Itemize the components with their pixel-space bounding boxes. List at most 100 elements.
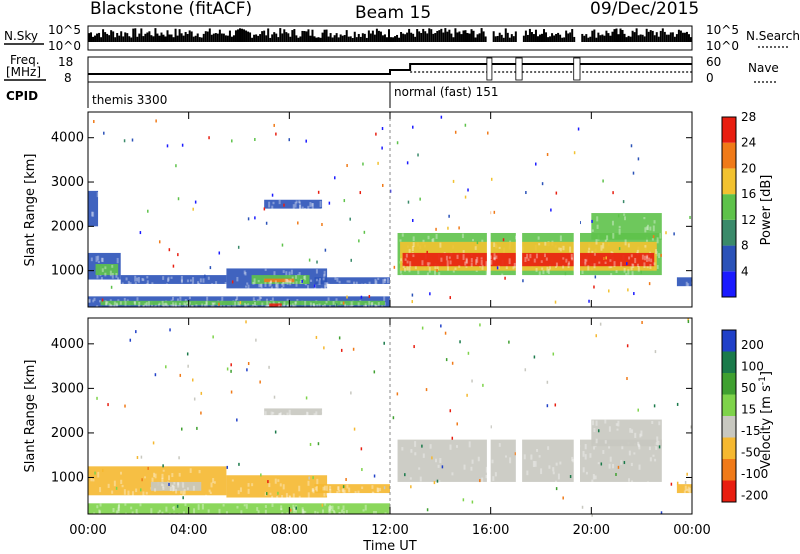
data-speckle — [179, 296, 182, 300]
data-speckle — [318, 303, 321, 310]
colorbar-tick-label: 200 — [741, 338, 764, 352]
nsky-bar — [218, 29, 221, 42]
colorbar-tick-label: 8 — [741, 239, 749, 253]
data-speckle — [112, 303, 115, 310]
data-speckle — [346, 484, 349, 489]
data-speckle — [650, 258, 653, 263]
scatter-echo — [502, 238, 505, 242]
scatter-echo — [343, 199, 346, 203]
data-speckle — [595, 438, 598, 444]
nsky-bar — [120, 31, 123, 42]
scatter-echo — [147, 209, 149, 213]
scatter-echo — [626, 344, 629, 348]
data-gap — [515, 415, 523, 487]
data-speckle — [609, 259, 612, 262]
nsky-bar — [247, 31, 250, 42]
scatter-echo — [346, 164, 348, 168]
scatter-echo — [425, 388, 428, 392]
data-speckle — [145, 302, 148, 307]
data-speckle — [504, 455, 507, 458]
nsky-bar — [267, 28, 270, 42]
data-speckle — [264, 505, 267, 508]
data-speckle — [178, 513, 181, 519]
scatter-echo — [176, 504, 179, 508]
data-speckle — [383, 296, 386, 302]
nsky-bar — [597, 32, 600, 42]
scatter-echo — [689, 215, 691, 219]
colorbar-tick-label: 24 — [741, 136, 756, 150]
data-speckle — [438, 272, 441, 277]
data-speckle — [312, 303, 315, 308]
data-speckle — [301, 512, 304, 518]
data-speckle — [581, 269, 584, 274]
data-speckle — [292, 204, 295, 210]
data-speckle — [292, 280, 295, 285]
data-speckle — [338, 489, 341, 493]
data-speckle — [280, 508, 283, 511]
data-speckle — [167, 306, 170, 313]
data-speckle — [313, 304, 316, 308]
nsky-bar — [182, 35, 185, 42]
scatter-echo — [316, 260, 318, 264]
nsky-bar — [228, 30, 231, 42]
nsky-bar — [236, 29, 239, 42]
data-speckle — [633, 452, 636, 455]
nsky-bar — [496, 35, 499, 42]
nsky-bar — [138, 33, 141, 42]
data-speckle — [286, 303, 289, 308]
data-speckle — [329, 303, 332, 308]
scatter-echo — [588, 299, 590, 303]
data-speckle — [109, 270, 112, 277]
scatter-echo — [581, 505, 584, 509]
nave-tick-bottom: 0 — [706, 71, 714, 85]
data-speckle — [630, 462, 633, 467]
nsky-bar — [627, 35, 630, 42]
data-speckle — [172, 485, 175, 491]
data-speckle — [388, 513, 391, 517]
data-speckle — [567, 263, 570, 269]
data-speckle — [92, 299, 95, 303]
data-speckle — [298, 485, 301, 492]
data-speckle — [292, 504, 295, 509]
data-speckle — [536, 449, 539, 452]
nsky-bar — [428, 28, 431, 42]
data-speckle — [328, 506, 331, 513]
y-tick-label: 2000 — [51, 426, 84, 441]
data-speckle — [548, 465, 551, 469]
scatter-echo — [419, 197, 421, 201]
data-band — [314, 484, 390, 494]
scatter-echo — [165, 365, 167, 369]
nsky-bar — [239, 28, 241, 42]
freq-unit-label: [MHz] — [6, 65, 41, 79]
data-speckle — [615, 423, 618, 426]
data-band — [397, 439, 662, 482]
data-speckle — [375, 304, 378, 311]
nsky-bar — [643, 36, 646, 42]
data-speckle — [334, 277, 337, 280]
colorbar-segment — [722, 168, 736, 195]
data-speckle — [584, 454, 587, 460]
data-speckle — [627, 243, 630, 248]
scatter-echo — [209, 266, 212, 270]
nsky-bar — [277, 37, 280, 42]
scatter-echo — [431, 456, 433, 460]
data-speckle — [333, 511, 336, 514]
data-speckle — [342, 513, 345, 519]
scatter-echo — [464, 123, 467, 127]
x-tick-label: 04:00 — [170, 523, 207, 538]
data-speckle — [495, 255, 498, 259]
scatter-echo — [445, 358, 448, 362]
scatter-echo — [447, 226, 449, 230]
data-speckle — [247, 284, 250, 289]
data-speckle — [157, 304, 160, 307]
data-speckle — [165, 303, 168, 309]
data-speckle — [281, 283, 284, 286]
nsky-bar — [158, 35, 161, 42]
scatter-echo — [687, 318, 689, 322]
scatter-echo — [297, 221, 299, 225]
data-speckle — [348, 487, 351, 493]
data-speckle — [307, 205, 310, 212]
nsky-bar — [571, 28, 574, 42]
nsky-bar — [422, 28, 425, 42]
data-speckle — [213, 481, 216, 484]
